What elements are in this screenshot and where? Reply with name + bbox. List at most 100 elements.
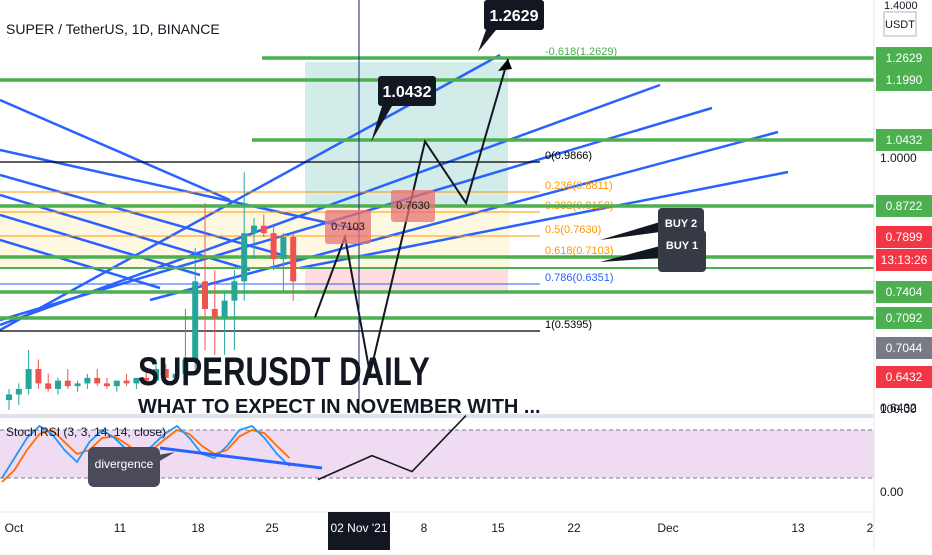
fib-label-6: 0.786(0.6351) xyxy=(545,272,614,284)
price-badge-text-1: 1.2629 xyxy=(886,51,923,65)
symbol-title: SUPER / TetherUS, 1D, BINANCE xyxy=(6,21,220,37)
price-badge-5 xyxy=(876,226,932,248)
projection-path xyxy=(314,58,509,375)
candle-body-26 xyxy=(251,225,257,234)
stoch-projection xyxy=(317,415,467,481)
candle-body-20 xyxy=(192,281,199,360)
trendline-6 xyxy=(0,148,361,232)
candle-body-17 xyxy=(162,369,169,378)
candle-body-22 xyxy=(211,309,218,318)
candle-body-28 xyxy=(270,233,277,260)
fib-label-7: 1(0.5395) xyxy=(545,319,592,331)
price-badge-text-9: 0.7044 xyxy=(886,341,923,355)
price-badge-8 xyxy=(876,307,932,329)
fib-lines: -0.618(1.2629)0(0.9866)0.236(0.8811)0.38… xyxy=(0,46,617,332)
callout-divergence-text: divergence xyxy=(95,457,154,471)
price-tick-2: 0.6432 xyxy=(880,401,917,415)
price-badge-text-6: 13:13:26 xyxy=(881,253,928,267)
callout-box-right: 0.7630 xyxy=(391,190,435,222)
time-axis xyxy=(0,512,874,550)
callout-buy1: BUY 1 xyxy=(600,230,706,272)
top-price-label: 1.4000 xyxy=(884,0,918,12)
date-label-0: Oct xyxy=(5,521,24,535)
candle-body-16 xyxy=(153,369,159,381)
candle-body-7 xyxy=(64,380,71,387)
callout-target-mid: 1.0432 xyxy=(371,76,436,142)
date-label-2: 18 xyxy=(191,521,205,535)
price-badge-4 xyxy=(876,195,932,217)
fib-label-4: 0.5(0.7630) xyxy=(545,224,601,236)
candle-body-19 xyxy=(182,359,189,374)
callout-target-high-text: 1.2629 xyxy=(490,8,539,25)
candle-body-25 xyxy=(241,233,248,282)
stop-box xyxy=(305,269,508,291)
price-badge-10 xyxy=(876,366,932,388)
candle-body-29 xyxy=(280,236,287,260)
price-badge-text-3: 1.0432 xyxy=(886,133,923,147)
trendline-10 xyxy=(0,238,161,290)
candle-body-14 xyxy=(133,377,140,384)
candle-body-27 xyxy=(260,225,267,234)
callout-buy2: BUY 2 xyxy=(600,208,704,240)
candle-body-8 xyxy=(74,383,81,387)
trendline-11 xyxy=(0,98,231,202)
date-label-3: 25 xyxy=(265,521,279,535)
date-highlight xyxy=(328,512,390,550)
candle-body-2 xyxy=(15,388,22,395)
price-badge-6 xyxy=(876,249,932,271)
candle-body-21 xyxy=(202,281,208,309)
candle-body-13 xyxy=(123,380,130,384)
date-label-8: Dec xyxy=(657,521,678,535)
candle-body-6 xyxy=(55,380,61,389)
price-badge-1 xyxy=(876,47,932,69)
indicator-label: Stoch RSI (3, 3, 14, 14, close) xyxy=(6,425,166,439)
date-label-9: 13 xyxy=(791,521,805,535)
candle-body-9 xyxy=(84,377,91,384)
chart-subtitle: WHAT TO EXPECT IN NOVEMBER WITH ... xyxy=(138,396,541,418)
candle-body-3 xyxy=(25,369,32,389)
price-badges: 1.2629 1.1990 1.0432 0.8722 0.7899 13:13:26 0.… xyxy=(876,47,932,388)
price-badge-text-4: 0.8722 xyxy=(886,199,923,213)
callout-divergence: divergence xyxy=(88,447,175,487)
trendline-5 xyxy=(299,170,789,270)
candle-body-10 xyxy=(94,377,101,384)
date-label-4: 02 Nov '21 xyxy=(331,521,388,535)
price-badge-7 xyxy=(876,281,932,303)
trendline-9 xyxy=(0,213,201,277)
date-label-6: 15 xyxy=(491,521,505,535)
date-label-7: 22 xyxy=(567,521,581,535)
candle-body-18 xyxy=(172,373,179,378)
price-axis xyxy=(874,0,932,550)
price-badge-text-10: 0.6432 xyxy=(886,370,923,384)
price-tick-1: 1.0000 xyxy=(880,151,917,165)
callout-target-high: 1.2629 xyxy=(478,0,544,52)
candle-body-30 xyxy=(290,236,297,282)
candle-body-15 xyxy=(143,377,150,381)
candle-body-5 xyxy=(45,383,52,389)
callout-buy1-text: BUY 1 xyxy=(666,240,698,252)
candles xyxy=(6,172,297,410)
price-badge-3 xyxy=(876,129,932,151)
currency-button[interactable] xyxy=(883,11,917,37)
trendline-7 xyxy=(0,173,301,262)
chart-title: SUPERUSDT DAILY xyxy=(138,349,430,394)
fib-label-2: 0.236(0.8811) xyxy=(545,180,613,192)
price-projection xyxy=(314,58,512,375)
price-badge-9 xyxy=(876,337,932,359)
currency-label: USDT xyxy=(885,19,915,31)
callout-box-left: 0.7103 xyxy=(325,210,371,244)
trendline-4 xyxy=(149,130,779,302)
price-badge-text-8: 0.7092 xyxy=(886,311,923,325)
projection-arrowhead xyxy=(498,58,512,71)
date-label-10: 2 xyxy=(867,521,874,535)
divergence-line xyxy=(159,446,323,470)
callout-box-right-text: 0.7630 xyxy=(396,200,430,212)
candle-body-12 xyxy=(113,380,120,387)
candle-body-11 xyxy=(104,383,110,387)
stoch-tick-0: 0.00 xyxy=(880,485,904,499)
date-label-1: 11 xyxy=(114,521,127,535)
date-label-5: 8 xyxy=(421,521,428,535)
candle-body-1 xyxy=(6,394,12,400)
